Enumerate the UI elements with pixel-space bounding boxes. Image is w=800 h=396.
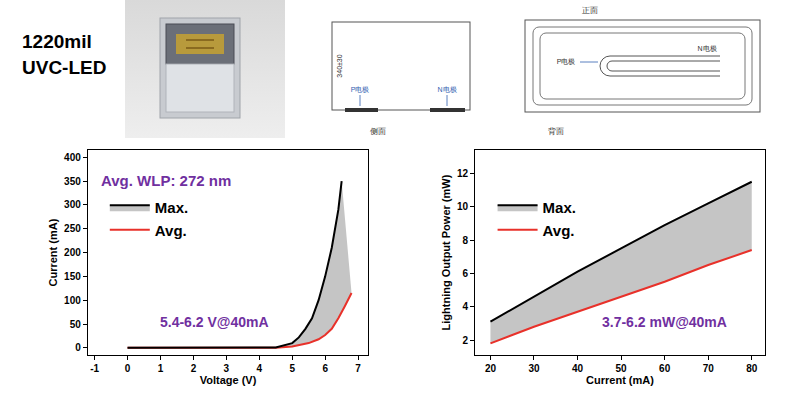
svg-text:N电极: N电极 [437,86,456,93]
svg-text:Avg.: Avg. [155,222,187,239]
svg-text:60: 60 [659,363,671,374]
svg-text:350: 350 [64,176,81,187]
svg-text:2: 2 [191,363,197,374]
svg-text:P电极: P电极 [351,86,370,93]
svg-text:70: 70 [703,363,715,374]
svg-text:30: 30 [528,363,540,374]
svg-text:Avg. WLP: 272 nm: Avg. WLP: 272 nm [101,172,231,189]
svg-text:N电极: N电极 [697,45,716,52]
svg-text:300: 300 [64,199,81,210]
svg-text:20: 20 [485,363,497,374]
svg-text:50: 50 [616,363,628,374]
svg-text:Max.: Max. [155,199,188,216]
svg-text:12: 12 [457,168,469,179]
svg-text:8: 8 [462,235,468,246]
svg-text:正面: 正面 [582,6,598,15]
svg-text:4: 4 [462,301,468,312]
svg-text:80: 80 [746,363,758,374]
svg-text:250: 250 [64,223,81,234]
svg-text:6: 6 [322,363,328,374]
svg-text:1: 1 [158,363,164,374]
svg-text:150: 150 [64,271,81,282]
svg-text:3.7-6.2 mW@40mA: 3.7-6.2 mW@40mA [602,314,727,330]
svg-text:2: 2 [462,335,468,346]
svg-text:200: 200 [64,247,81,258]
svg-text:侧面: 侧面 [370,127,386,136]
svg-text:Voltage (V): Voltage (V) [200,374,257,386]
svg-text:3: 3 [224,363,230,374]
svg-text:Current (mA): Current (mA) [47,218,59,286]
svg-text:0: 0 [125,363,131,374]
svg-text:-1: -1 [90,363,99,374]
svg-text:UVC-LED: UVC-LED [22,57,106,78]
svg-text:Max.: Max. [543,199,576,216]
svg-text:10: 10 [457,201,469,212]
svg-text:Current (mA): Current (mA) [586,374,654,386]
svg-text:100: 100 [64,295,81,306]
svg-text:背面: 背面 [548,127,564,136]
svg-text:40: 40 [572,363,584,374]
svg-text:1220mil: 1220mil [22,31,92,52]
svg-text:5.4-6.2 V@40mA: 5.4-6.2 V@40mA [160,314,269,330]
svg-text:4: 4 [257,363,263,374]
svg-text:P电极: P电极 [557,58,576,65]
svg-text:400: 400 [64,152,81,163]
svg-text:0: 0 [75,342,81,353]
svg-text:340±30: 340±30 [336,54,343,77]
svg-text:7: 7 [355,363,361,374]
svg-text:5: 5 [289,363,295,374]
svg-text:6: 6 [462,268,468,279]
svg-text:Avg.: Avg. [543,222,575,239]
svg-text:Lightning Output Power (mW): Lightning Output Power (mW) [440,174,452,330]
svg-text:50: 50 [70,319,82,330]
